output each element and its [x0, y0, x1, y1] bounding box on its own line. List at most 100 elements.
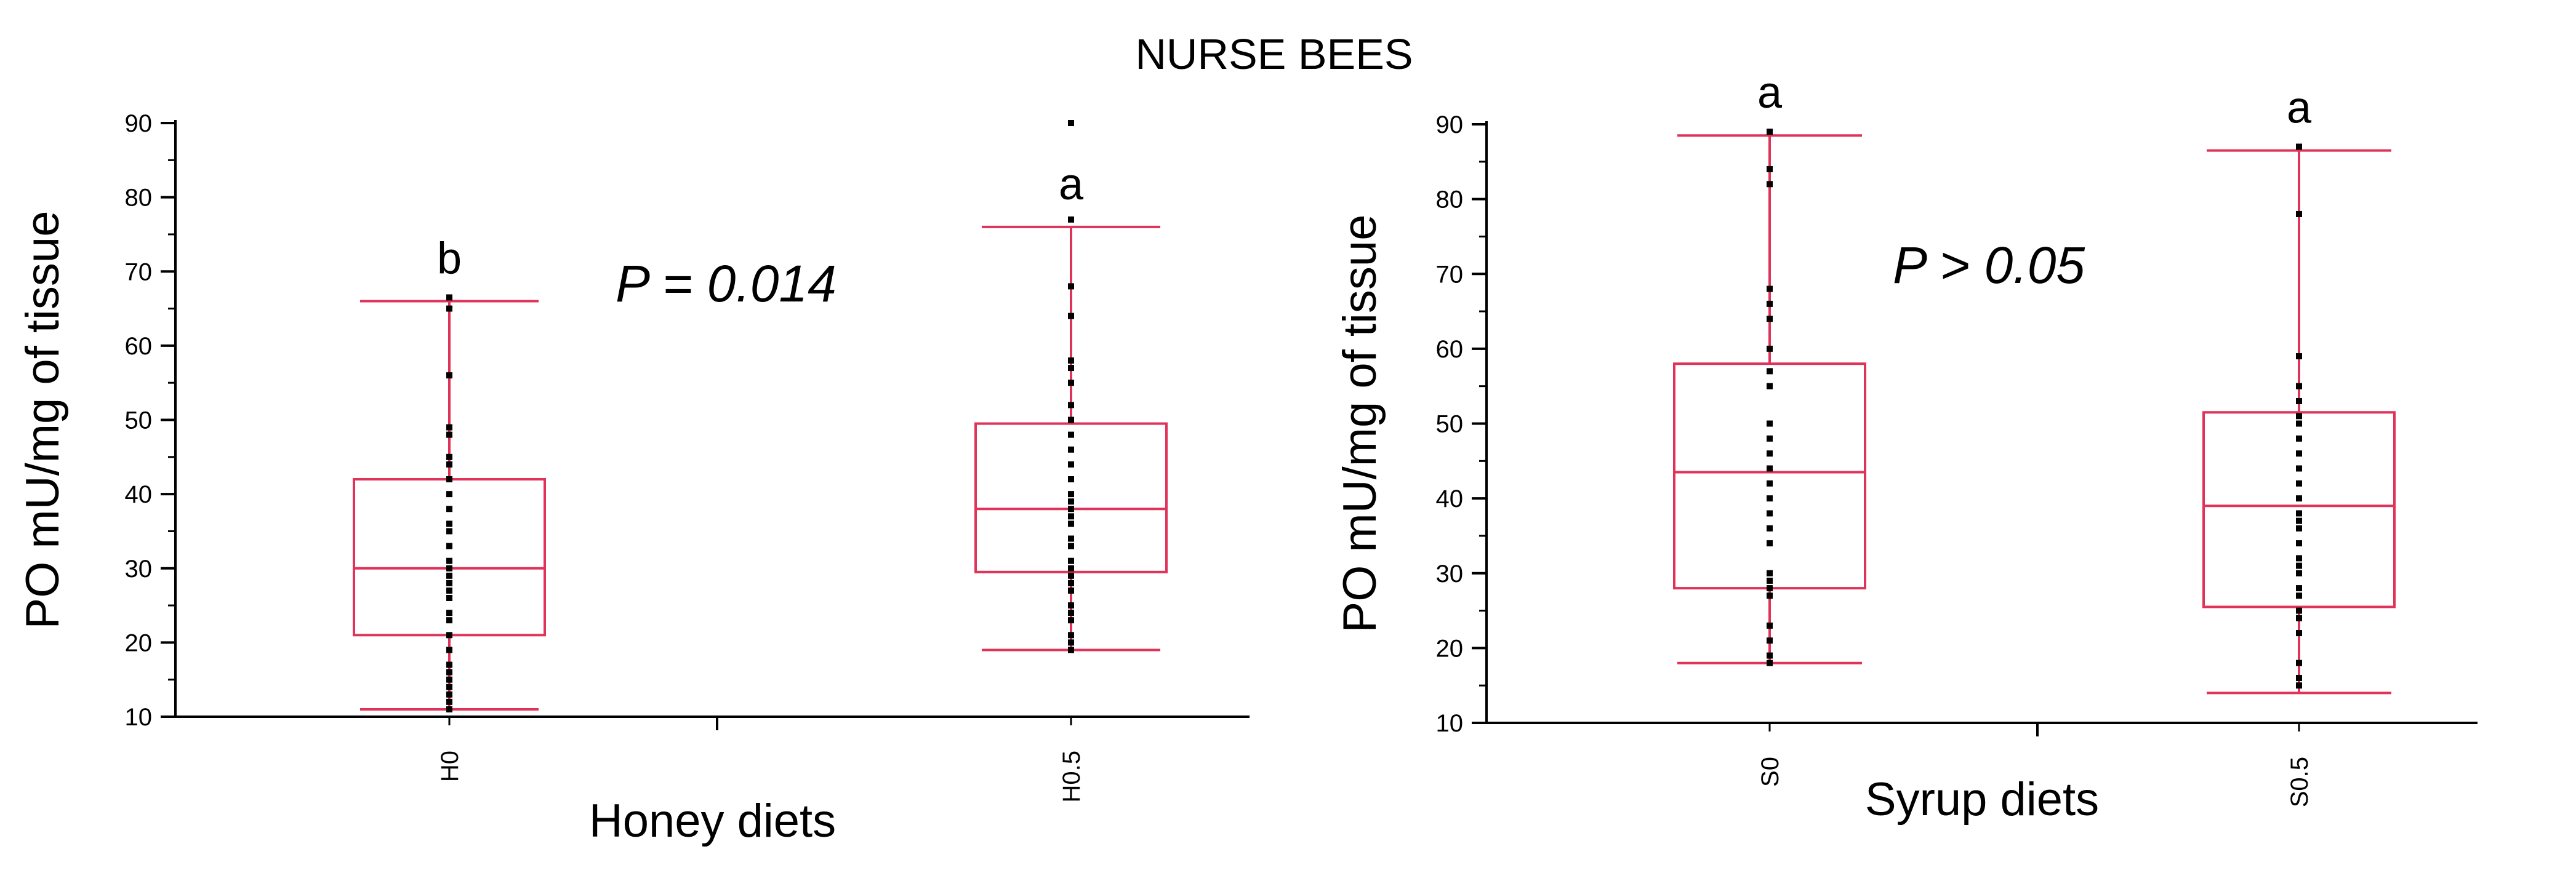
- data-point: [1068, 417, 1074, 423]
- data-point: [446, 691, 452, 698]
- data-point: [1767, 368, 1773, 375]
- data-point: [1068, 610, 1074, 616]
- data-point: [2296, 435, 2302, 442]
- data-point: [1068, 587, 1074, 594]
- data-point: [1068, 216, 1074, 223]
- data-point: [2296, 570, 2302, 576]
- y-tick-label: 10: [125, 704, 153, 731]
- y-tick-label: 60: [1436, 336, 1464, 363]
- y-tick-label: 60: [125, 333, 153, 360]
- data-point: [1068, 313, 1074, 319]
- data-point: [2296, 615, 2302, 621]
- figure-title: NURSE BEES: [1135, 30, 1413, 78]
- data-point: [2296, 420, 2302, 427]
- y-tick-label: 40: [125, 481, 153, 508]
- box-group-h0: b H0: [353, 234, 546, 782]
- data-point: [1767, 585, 1773, 592]
- data-point: [1068, 647, 1074, 653]
- data-point: [2296, 607, 2302, 614]
- y-tick-label: 20: [1436, 635, 1464, 662]
- data-point: [446, 461, 452, 468]
- data-point: [446, 587, 452, 594]
- data-point: [1767, 300, 1773, 307]
- data-point: [2296, 143, 2302, 150]
- data-point: [1767, 345, 1773, 352]
- y-tick-label: 80: [125, 185, 153, 212]
- data-point: [1767, 652, 1773, 659]
- data-point: [2296, 682, 2302, 689]
- data-point: [446, 698, 452, 705]
- data-point: [1767, 577, 1773, 584]
- x-category-label: S0: [1757, 757, 1784, 787]
- data-point: [446, 453, 452, 460]
- data-point: [1068, 617, 1074, 624]
- iqr-box: [974, 422, 1168, 573]
- y-tick-label: 40: [1436, 485, 1464, 512]
- box-group-s0-5: a S0.5: [2202, 84, 2396, 807]
- data-point: [446, 305, 452, 312]
- data-point: [2296, 562, 2302, 569]
- y-tick-label: 50: [125, 407, 153, 434]
- data-point: [2296, 480, 2302, 487]
- data-point: [446, 543, 452, 549]
- data-point: [446, 580, 452, 586]
- data-point: [1068, 580, 1074, 586]
- y-tick-label: 50: [1436, 411, 1464, 438]
- data-point: [1068, 283, 1074, 290]
- data-point: [2296, 398, 2302, 405]
- data-point: [2296, 585, 2302, 592]
- y-axis-title: PO mU/mg of tissue: [17, 211, 69, 629]
- y-tick-label: 90: [125, 110, 153, 137]
- data-point: [2296, 592, 2302, 599]
- data-point: [2296, 413, 2302, 420]
- data-point: [1767, 622, 1773, 629]
- data-point: [1767, 181, 1773, 188]
- data-point: [1767, 435, 1773, 442]
- data-point: [446, 595, 452, 601]
- data-point: [2296, 660, 2302, 666]
- data-point: [1068, 365, 1074, 372]
- x-axis-title: Honey diets: [589, 795, 836, 847]
- data-point: [1767, 540, 1773, 547]
- data-point: [2296, 495, 2302, 502]
- data-point: [446, 557, 452, 564]
- x-category-label: H0.5: [1058, 751, 1085, 803]
- data-point: [2296, 555, 2302, 562]
- data-point: [1068, 557, 1074, 564]
- data-point: [446, 565, 452, 572]
- data-point: [1068, 357, 1074, 364]
- data-point: [1068, 513, 1074, 520]
- data-point: [1767, 592, 1773, 599]
- data-point: [446, 661, 452, 668]
- data-point: [446, 617, 452, 624]
- data-point: [2296, 210, 2302, 217]
- y-tick-label: 30: [1436, 560, 1464, 588]
- data-point: [1068, 431, 1074, 438]
- data-point: [2296, 525, 2302, 532]
- data-point: [1767, 316, 1773, 322]
- y-tick-label: 30: [125, 556, 153, 583]
- data-point: [1767, 525, 1773, 532]
- data-point: [1767, 510, 1773, 517]
- y-tick-label: 20: [125, 629, 153, 656]
- data-point: [1068, 543, 1074, 549]
- x-category-label: S0.5: [2286, 757, 2313, 807]
- data-point: [1068, 535, 1074, 542]
- data-point: [446, 491, 452, 498]
- data-point: [446, 294, 452, 301]
- data-point: [2296, 517, 2302, 524]
- data-point: [1068, 476, 1074, 482]
- y-tick-label: 80: [1436, 186, 1464, 213]
- data-point: [446, 424, 452, 431]
- x-axis-title: Syrup diets: [1865, 773, 2099, 826]
- data-point: [446, 520, 452, 527]
- data-point: [1068, 498, 1074, 505]
- significance-letter: b: [437, 234, 462, 284]
- significance-letter: a: [1757, 68, 1783, 118]
- data-point: [2296, 540, 2302, 547]
- data-point: [1068, 572, 1074, 579]
- iqr-box: [1673, 362, 1866, 590]
- x-category-label: H0: [436, 751, 463, 782]
- significance-letter: a: [2287, 84, 2312, 133]
